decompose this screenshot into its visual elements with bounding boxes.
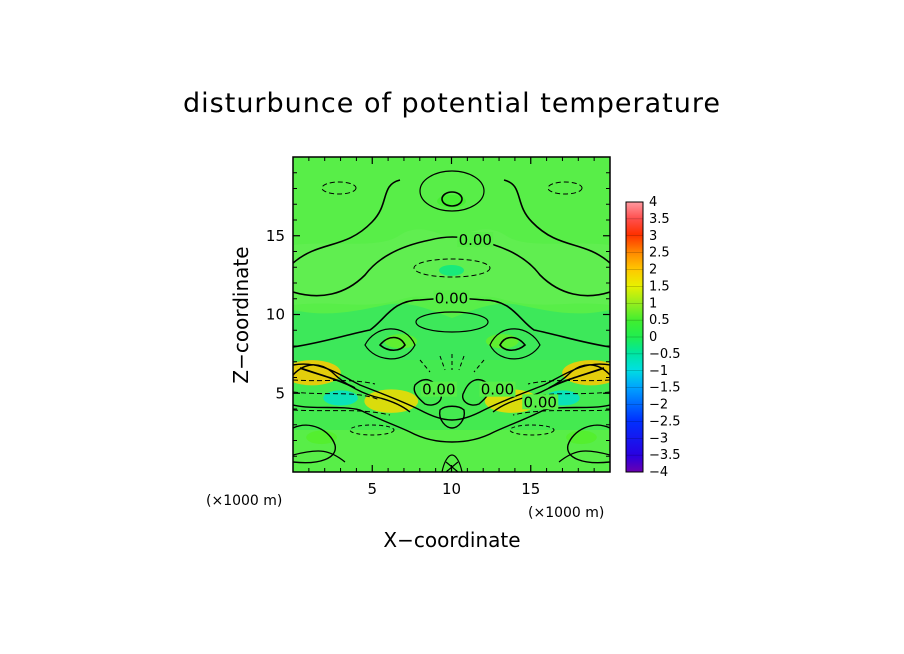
x-tick-label: 15: [521, 480, 540, 498]
contour-label-text: 0.00: [459, 231, 492, 249]
contour-label-bg: [522, 394, 559, 410]
contour-label: 0.00: [457, 231, 494, 249]
colorbar-tick-label: 4: [649, 195, 657, 210]
contour-label-text: 0.00: [524, 393, 557, 411]
y-axis-label: Z−coordinate: [229, 246, 253, 383]
contour-label: 0.00: [433, 289, 470, 307]
x-tick-label: 5: [367, 480, 377, 498]
y-unit-label: (×1000 m): [206, 493, 282, 509]
colorbar-tick-label: 1.5: [649, 279, 670, 294]
colorbar-tick-label: 1: [649, 296, 657, 311]
x-axis-ticks: 5 10 15: [308, 157, 595, 498]
colorbar-tick-label: −1: [649, 364, 668, 379]
colorbar-tick-label: −2.5: [649, 414, 681, 429]
colorbar-tick-label: −1.5: [649, 381, 681, 396]
field-feature-cool: [439, 264, 464, 276]
contour-label-text: 0.00: [435, 289, 468, 307]
colorbar-tick-label: −2: [649, 398, 668, 413]
contour-label-bg: [479, 381, 516, 397]
colorbar-tick-label: 3.5: [649, 212, 670, 227]
contour-label-bg: [420, 381, 457, 397]
contour-labels: 0.00 0.00 0.00 0.00 0.00: [420, 231, 559, 411]
field-feature-warm: [566, 430, 597, 445]
contour-label-bg: [457, 232, 494, 248]
colorbar-tick-label: 2: [649, 263, 657, 278]
colorbar-tick-label: −0.5: [649, 347, 681, 362]
contour-label: 0.00: [420, 381, 457, 399]
field-feature-warm: [306, 430, 337, 445]
contour-label-text: 0.00: [422, 381, 455, 399]
colorbar-ticks: 4 3.5 3 2.5 21.5 1 0.5 0 −0.5 −1 −1.5 −2−2.5 −3 −3.5 −…: [626, 195, 681, 480]
x-axis-label: X−coordinate: [383, 528, 520, 552]
field-feature-warm: [384, 334, 418, 349]
colorbar-tick-label: 2.5: [649, 246, 670, 261]
y-tick-label: 10: [266, 306, 285, 324]
y-axis-ticks: 5 10 15: [266, 172, 610, 457]
contour-label: 0.00: [479, 381, 516, 399]
x-tick-label: 10: [442, 480, 461, 498]
colorbar: [625, 201, 644, 473]
y-tick-label: 5: [275, 384, 285, 402]
colorbar-tick-label: −4: [649, 465, 668, 480]
colorbar-tick-label: −3: [649, 431, 668, 446]
y-tick-label: 15: [266, 227, 285, 245]
colorbar-tick-label: 0.5: [649, 313, 670, 328]
contour-label: 0.00: [522, 393, 559, 411]
contour-label-text: 0.00: [481, 381, 514, 399]
chart-title: disturbunce of potential temperature: [183, 88, 721, 119]
x-unit-label: (×1000 m): [528, 505, 604, 521]
colorbar-tick-label: 3: [649, 229, 657, 244]
colorbar-tick-label: −3.5: [649, 448, 681, 463]
contour-label-bg: [433, 290, 470, 306]
field-feature-cool: [323, 390, 358, 406]
contour-lines: [293, 170, 610, 472]
colorbar-tick-label: 0: [649, 330, 657, 345]
